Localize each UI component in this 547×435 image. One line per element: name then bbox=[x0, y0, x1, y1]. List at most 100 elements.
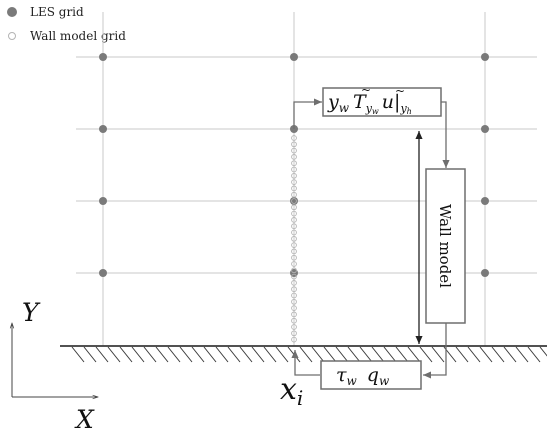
wall-model-grid-point bbox=[291, 229, 297, 236]
hatch-line bbox=[131, 346, 145, 363]
input-y: y bbox=[327, 91, 339, 113]
input-T-subsubscript: w bbox=[372, 107, 379, 116]
hatch-line bbox=[359, 346, 373, 363]
les-point bbox=[99, 269, 107, 277]
wall-model-grid-point bbox=[291, 223, 297, 230]
wall-model-box: Wall model bbox=[425, 168, 466, 324]
output-q-subscript: w bbox=[379, 374, 390, 388]
les-point bbox=[99, 197, 107, 205]
wall-model-grid-point bbox=[291, 135, 297, 141]
hatch-line bbox=[383, 346, 397, 363]
hatch-line bbox=[395, 346, 409, 363]
x-i-base: x bbox=[280, 372, 297, 407]
hatch-line bbox=[323, 346, 337, 363]
les-point bbox=[481, 53, 489, 61]
wall-model-grid-point bbox=[291, 179, 297, 185]
hatch-line bbox=[215, 346, 229, 363]
wall-model-grid-point bbox=[291, 172, 297, 179]
wall-model-grid-point bbox=[291, 217, 297, 223]
hatch-line bbox=[275, 346, 289, 363]
les-point bbox=[481, 197, 489, 205]
output-to-les-arrow bbox=[291, 350, 320, 376]
input-eval-bar: | bbox=[394, 91, 400, 113]
hatch-line bbox=[119, 346, 133, 363]
hatch-line bbox=[311, 346, 325, 363]
wall-model-grid-point bbox=[291, 166, 297, 173]
hatch-line bbox=[227, 346, 241, 363]
tilde-u: ~ bbox=[395, 84, 405, 98]
hatch-line bbox=[527, 346, 541, 363]
wall-model-grid-point bbox=[291, 248, 297, 255]
wall bbox=[60, 345, 547, 363]
wall-hatching bbox=[71, 346, 547, 363]
x-i-label: xi bbox=[280, 372, 303, 410]
les-point bbox=[481, 125, 489, 133]
wall-model-to-output-arrow bbox=[423, 323, 447, 379]
wall-model-grid-point bbox=[291, 317, 297, 324]
wall-model-grid-point bbox=[291, 298, 297, 305]
hatch-line bbox=[203, 346, 217, 363]
hatch-line bbox=[539, 346, 547, 357]
wall-model-grid-point bbox=[291, 198, 297, 204]
hatch-line bbox=[179, 346, 193, 363]
wall-model-grid-point bbox=[291, 324, 297, 330]
wall-model-grid-point bbox=[291, 185, 297, 192]
hatch-line bbox=[419, 346, 433, 363]
les-grid-legend-label: LES grid bbox=[30, 5, 84, 19]
les-point bbox=[290, 53, 298, 61]
wall-model-input-box: yw Tyw u|yh ~ ~ bbox=[322, 83, 442, 117]
hatch-line bbox=[263, 346, 277, 363]
wall-model-grid-point bbox=[291, 210, 297, 217]
svg-text:xi: xi bbox=[280, 372, 303, 410]
hatch-line bbox=[191, 346, 205, 363]
les-point bbox=[481, 269, 489, 277]
coordinate-axes: Y X bbox=[12, 298, 98, 434]
wall-model-grid-point bbox=[291, 305, 297, 311]
hatch-line bbox=[515, 346, 529, 363]
hatch-line bbox=[431, 346, 445, 363]
top-to-wall-model-arrow bbox=[441, 101, 450, 168]
wall-model-grid-point bbox=[291, 280, 297, 286]
x-i-subscript: i bbox=[297, 386, 303, 410]
input-u: u bbox=[382, 91, 394, 113]
input-connector-arrow bbox=[293, 98, 322, 129]
les-grid-legend-marker bbox=[7, 7, 17, 17]
output-q: q bbox=[367, 364, 379, 386]
hatch-line bbox=[467, 346, 481, 363]
hatch-line bbox=[335, 346, 349, 363]
wall-model-grid-point bbox=[291, 273, 297, 280]
input-y-subscript: w bbox=[339, 101, 350, 115]
wall-model-output-box: τw qw bbox=[320, 360, 422, 390]
hatch-line bbox=[455, 346, 469, 363]
x-axis-label: X bbox=[74, 405, 95, 434]
hatch-line bbox=[503, 346, 517, 363]
wall-model-grid-point bbox=[291, 191, 297, 198]
hatch-line bbox=[107, 346, 121, 363]
tilde-T: ~ bbox=[361, 83, 371, 97]
input-eval-subsubscript: h bbox=[407, 107, 412, 116]
hatch-line bbox=[479, 346, 493, 363]
wall-model-grid-point bbox=[291, 235, 297, 242]
wall-model-grid-point bbox=[291, 154, 297, 160]
wall-model-grid-point bbox=[291, 267, 297, 274]
legend: LES grid Wall model grid bbox=[7, 5, 126, 43]
wall-model-grid-point bbox=[291, 286, 297, 293]
wall-model-grid-point bbox=[291, 160, 297, 167]
input-eval-subscript: y bbox=[399, 102, 407, 115]
input-T-subscript: y bbox=[365, 102, 373, 115]
hatch-line bbox=[95, 346, 109, 363]
wall-model-grid-point bbox=[291, 330, 297, 337]
hatch-line bbox=[299, 346, 313, 363]
hatch-line bbox=[167, 346, 181, 363]
les-point bbox=[99, 53, 107, 61]
hatch-line bbox=[155, 346, 169, 363]
wall-model-grid-point bbox=[291, 336, 297, 343]
les-grid-lines bbox=[76, 12, 537, 346]
hatch-line bbox=[371, 346, 385, 363]
wall-model-grid-point bbox=[291, 292, 297, 299]
hatch-line bbox=[239, 346, 253, 363]
wall-model-grid-point bbox=[291, 147, 297, 154]
